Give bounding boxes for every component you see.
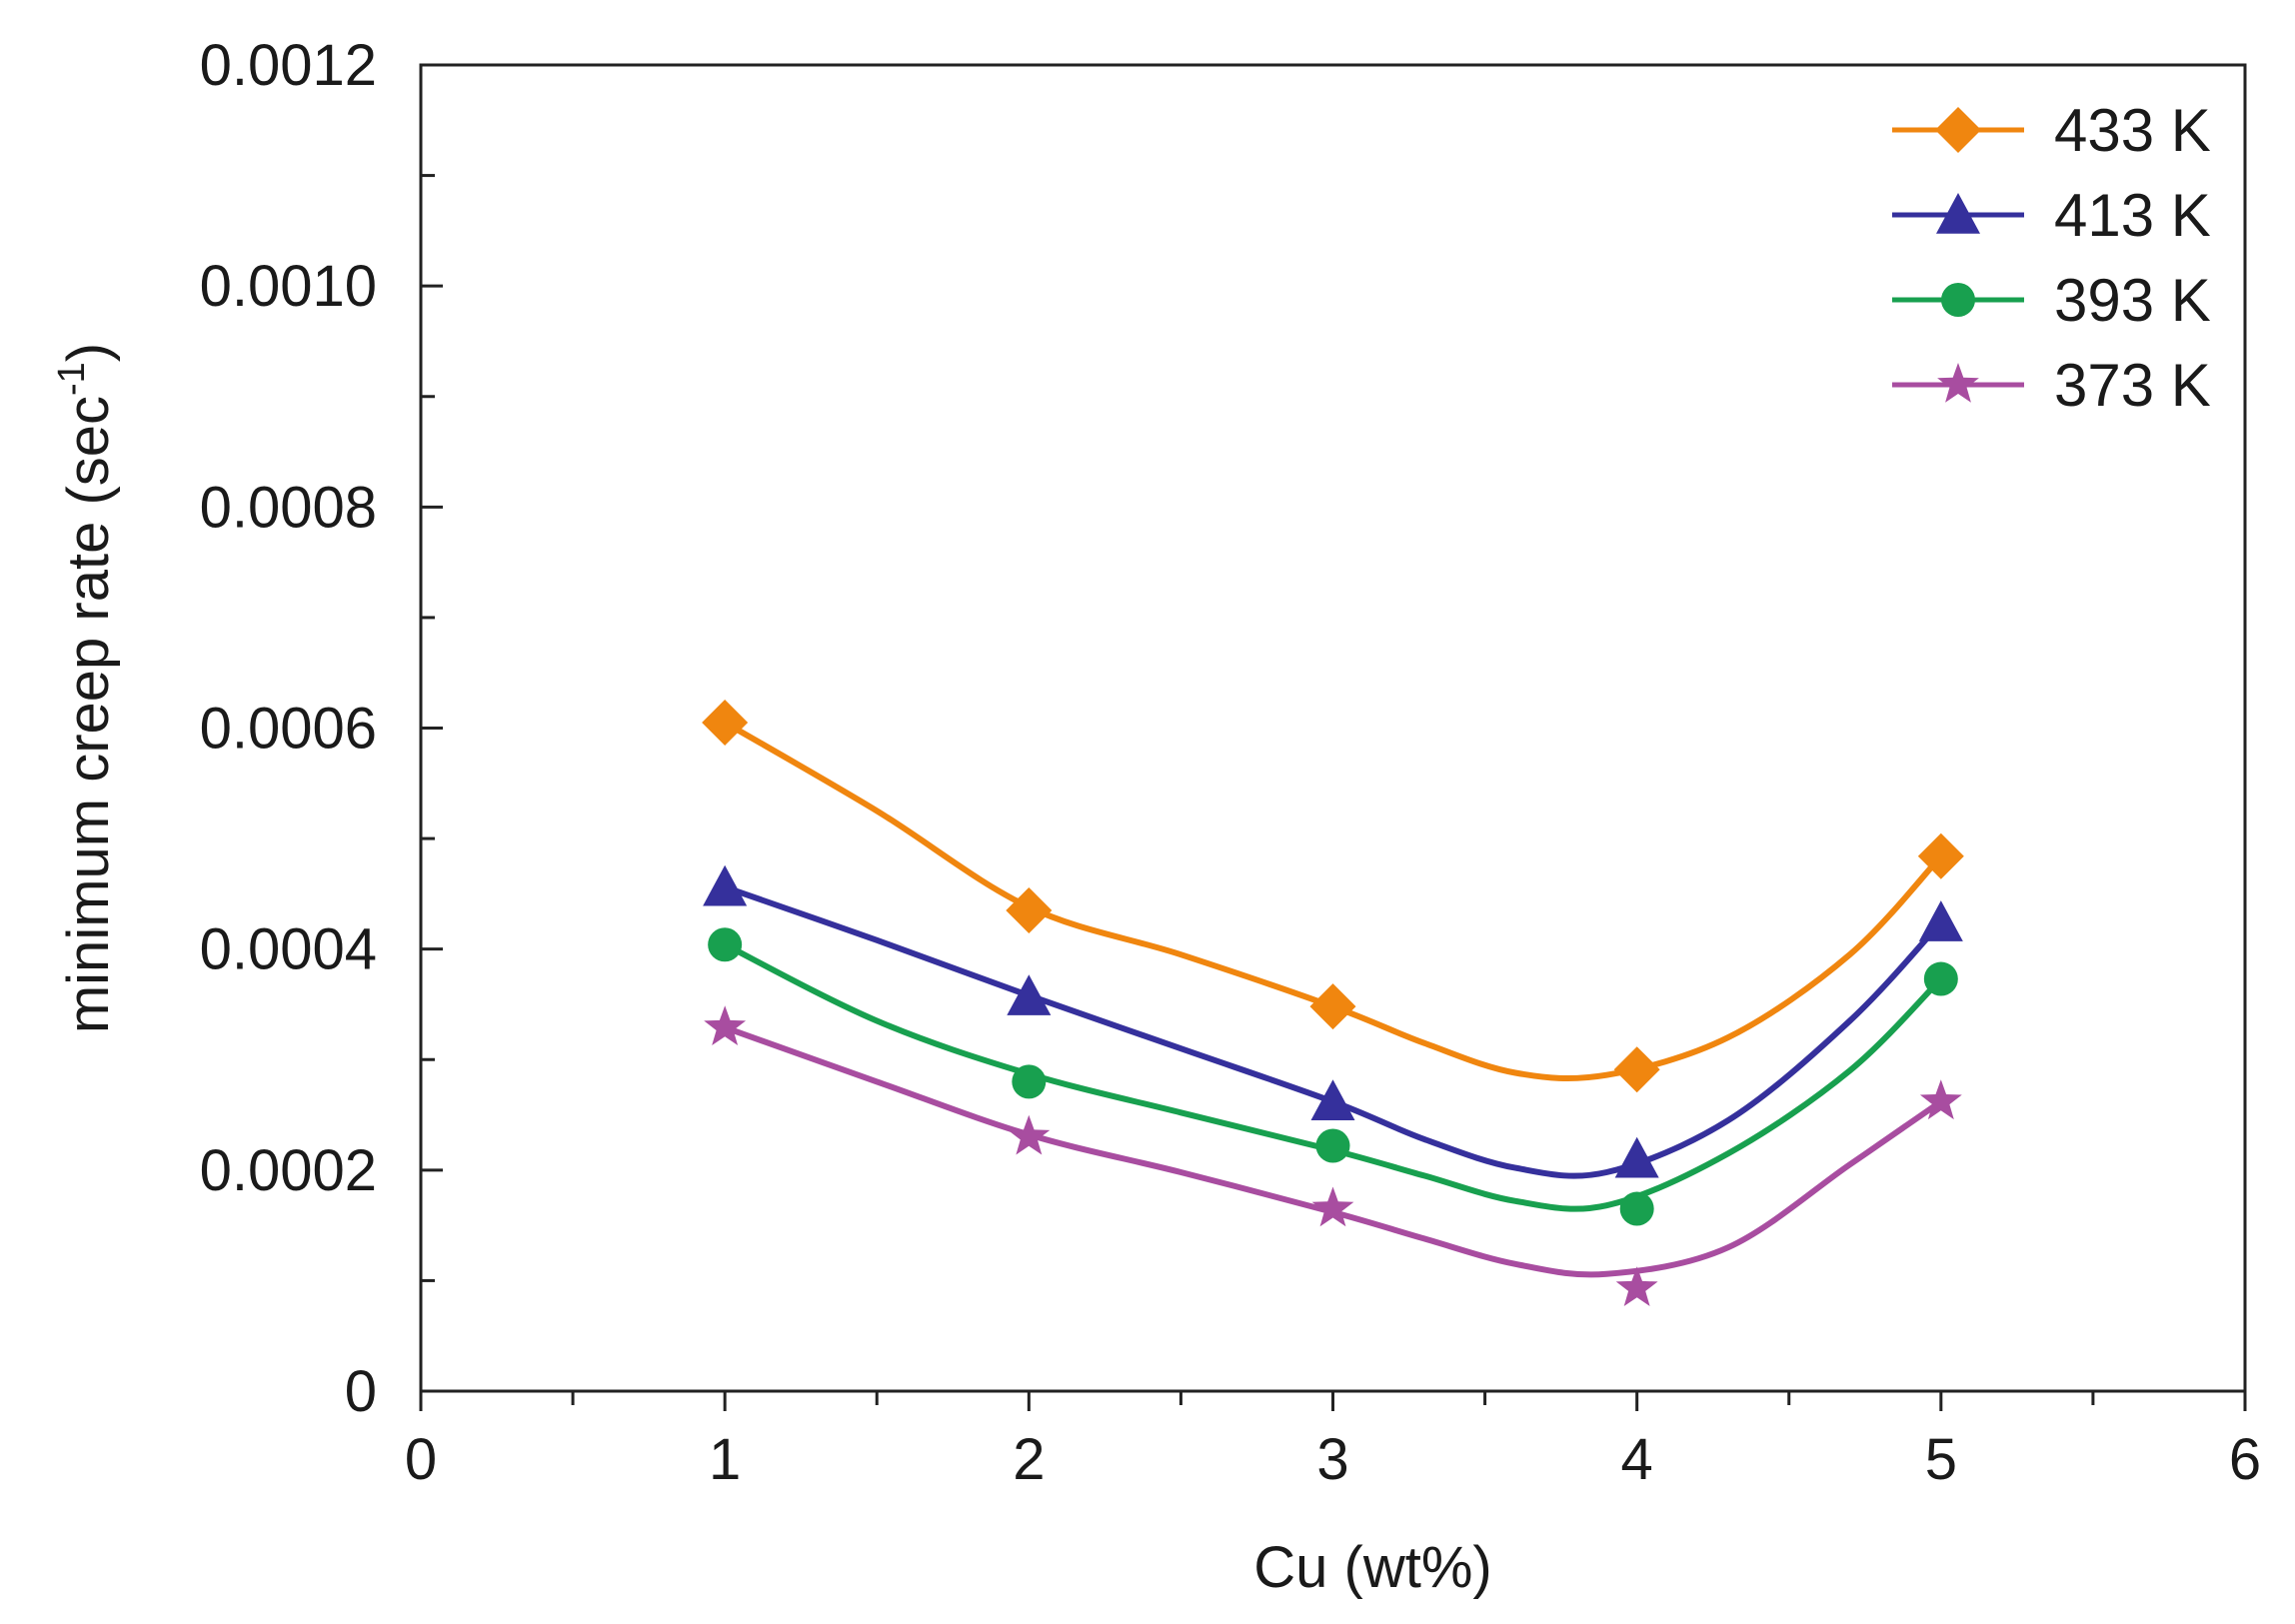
data-point-star: [1311, 1186, 1354, 1227]
series-line: [722, 941, 1944, 1212]
series-413k: [703, 864, 1963, 1179]
data-point-star: [1919, 1079, 1962, 1120]
data-point-diamond: [1917, 832, 1964, 879]
legend-marker-diamond: [1935, 107, 1981, 153]
y-tick-label: 0.0012: [200, 33, 377, 98]
data-point-circle: [1315, 1128, 1350, 1163]
data-point-diamond: [702, 699, 749, 746]
data-point-triangle: [703, 864, 748, 906]
legend-marker-circle: [1941, 283, 1975, 317]
legend: 433 K 413 K 393 K 373 K: [1892, 97, 2211, 419]
y-axis-title-superscript: -1: [51, 362, 93, 396]
series-line: [722, 720, 1944, 1082]
legend-entry: 393 K: [1892, 267, 2211, 334]
y-tick-label: 0: [345, 1359, 377, 1424]
y-tick-label: 0.0002: [200, 1138, 377, 1203]
legend-marker-star: [1937, 363, 1979, 403]
series-373k: [704, 1005, 1962, 1306]
y-tick-label: 0.0008: [200, 475, 377, 540]
y-axis-title: minimum creep rate (sec-1): [51, 343, 121, 1033]
axes-layer: 0 1 2 3 4 5 6 0 0.0002 0.0004 0.0006 0.0008 0.0010 0.…: [51, 33, 2261, 1600]
x-tick-label: 2: [1013, 1427, 1045, 1492]
y-tick-label: 0.0004: [200, 917, 377, 982]
data-point-circle: [708, 927, 743, 962]
data-point-star: [704, 1005, 747, 1045]
data-point-diamond: [1006, 886, 1053, 933]
data-point-triangle: [1007, 974, 1052, 1015]
data-point-diamond: [1309, 983, 1356, 1030]
legend-label: 433 K: [2054, 97, 2211, 164]
legend-marker-triangle: [1936, 193, 1980, 234]
legend-label: 393 K: [2054, 267, 2211, 334]
series-layer: [702, 699, 1964, 1306]
data-point-triangle: [1310, 1079, 1355, 1120]
legend-entry: 373 K: [1892, 352, 2211, 419]
y-tick-label: 0.0010: [200, 254, 377, 319]
data-point-circle: [1012, 1064, 1047, 1099]
x-axis-title: Cu (wt%): [1253, 1535, 1491, 1600]
legend-entry: 413 K: [1892, 182, 2211, 249]
data-point-triangle: [1918, 900, 1963, 941]
legend-entry: 433 K: [1892, 97, 2211, 164]
legend-label: 413 K: [2054, 182, 2211, 249]
x-tick-label: 0: [405, 1427, 437, 1492]
x-tick-label: 5: [1925, 1427, 1957, 1492]
data-point-circle: [1619, 1191, 1654, 1226]
x-tick-label: 6: [2229, 1427, 2261, 1492]
data-point-circle: [1923, 961, 1958, 996]
y-axis-title-main: minimum creep rate (sec: [56, 396, 121, 1033]
series-line: [722, 883, 1944, 1179]
series-line: [722, 1024, 1944, 1278]
data-point-star: [1008, 1114, 1051, 1155]
y-axis-title-close: ): [56, 343, 121, 362]
legend-label: 373 K: [2054, 352, 2211, 419]
data-point-diamond: [1613, 1046, 1660, 1093]
x-tick-label: 3: [1316, 1427, 1348, 1492]
series-393k: [708, 927, 1958, 1226]
series-433k: [702, 699, 1964, 1093]
data-point-star: [1615, 1266, 1658, 1306]
data-point-triangle: [1614, 1136, 1659, 1178]
y-tick-label: 0.0006: [200, 697, 377, 762]
x-tick-label: 4: [1621, 1427, 1653, 1492]
x-tick-label: 1: [709, 1427, 741, 1492]
